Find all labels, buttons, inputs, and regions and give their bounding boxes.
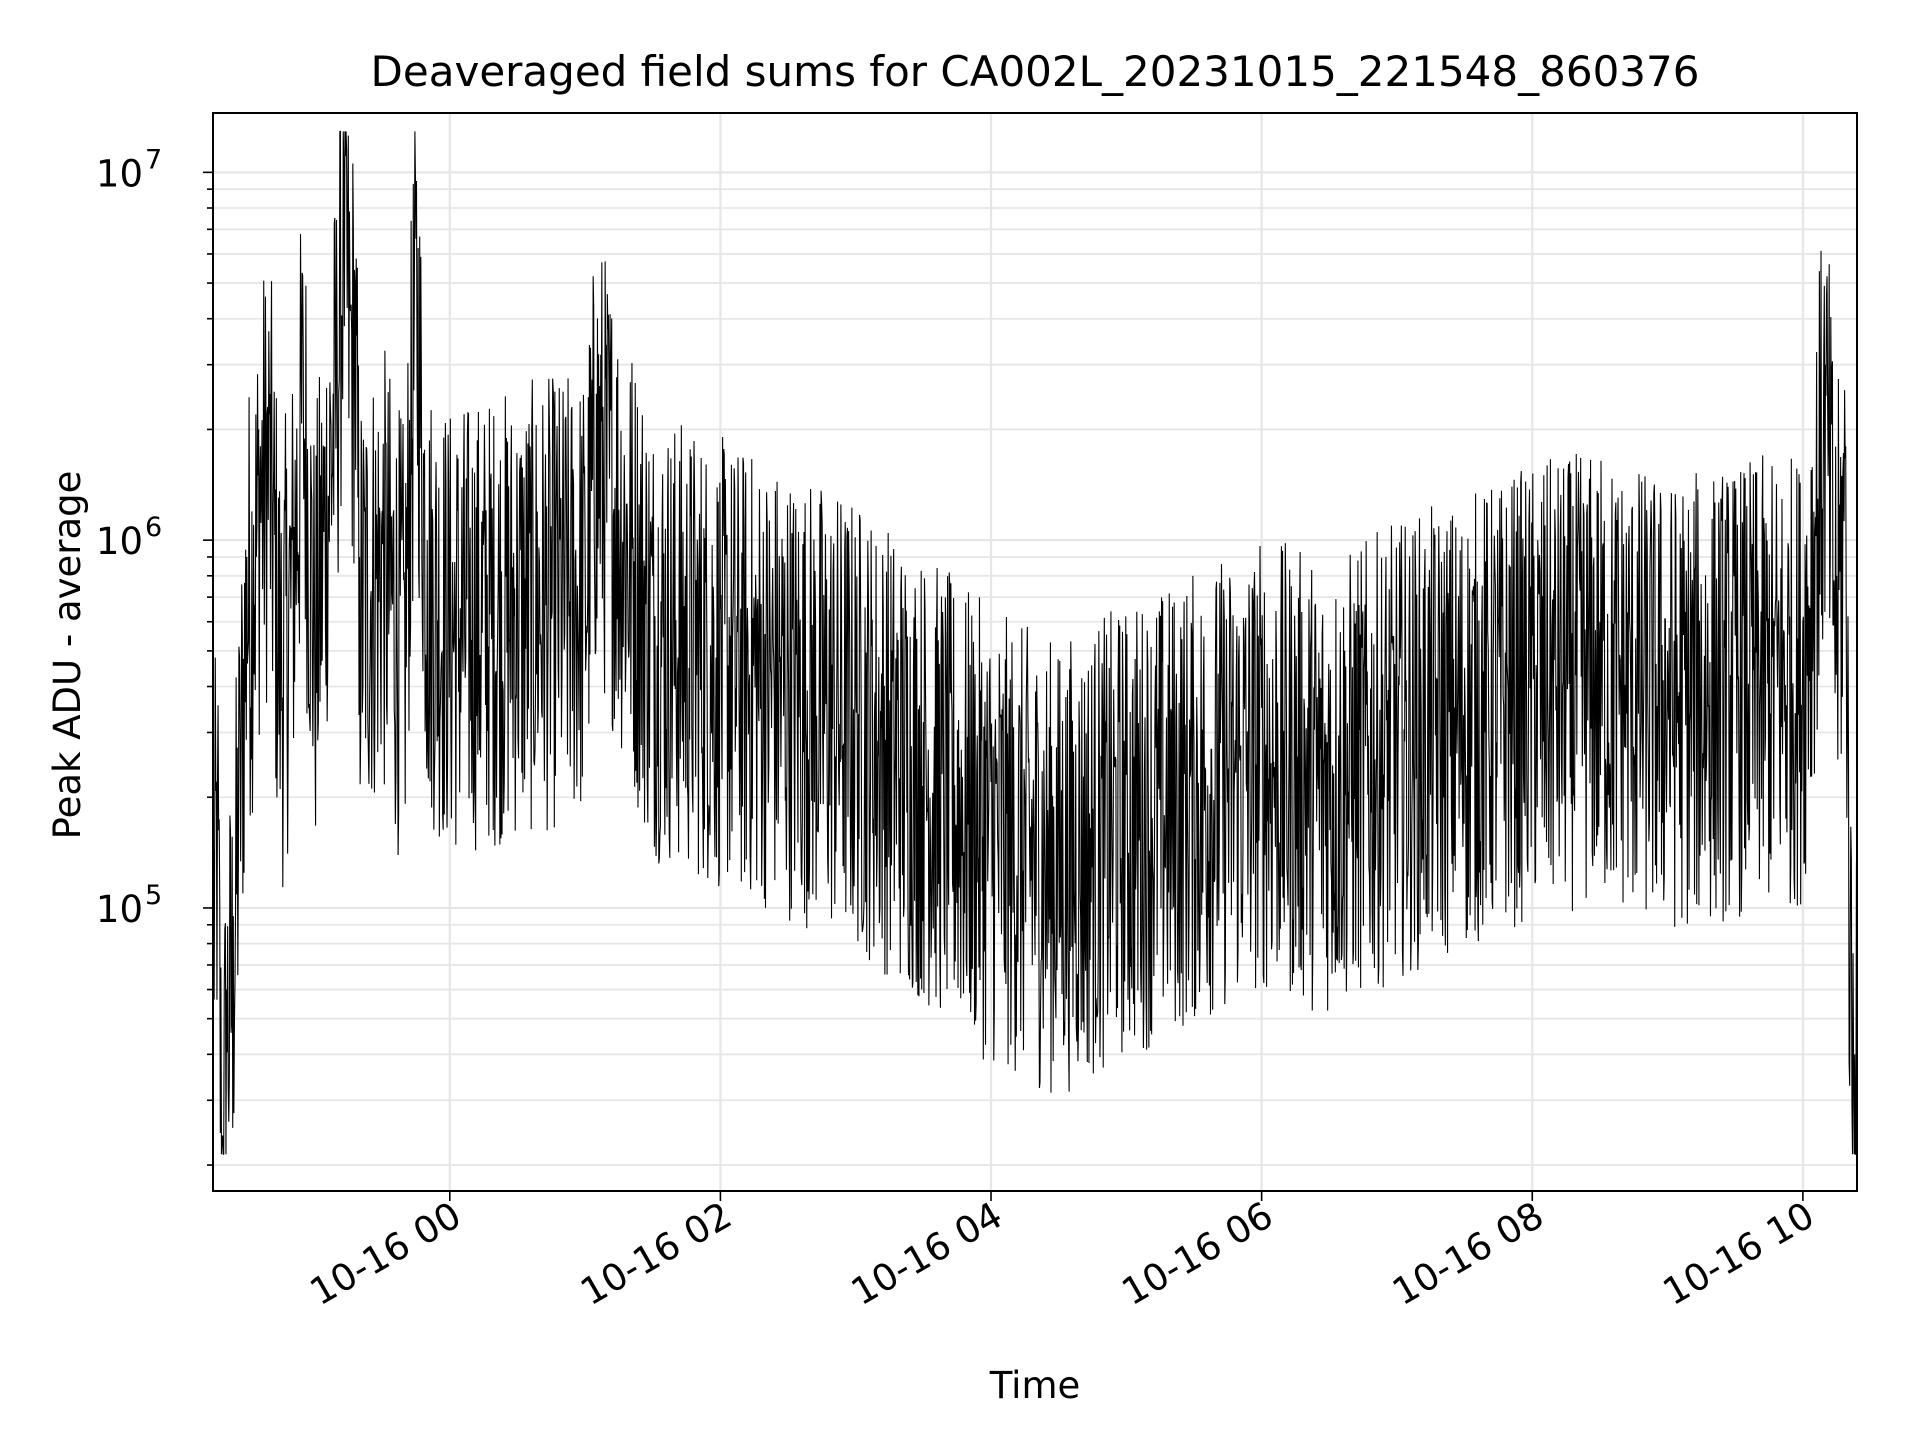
- y-tick-label-exponent: 6: [145, 512, 162, 543]
- y-tick-label-exponent: 7: [145, 144, 162, 175]
- x-axis-label: Time: [989, 1364, 1081, 1407]
- y-tick-label: 10: [96, 888, 143, 931]
- y-axis-label: Peak ADU - average: [46, 471, 89, 840]
- axes: [212, 112, 1858, 1192]
- chart-title: Deaveraged field sums for CA002L_2023101…: [371, 47, 1700, 96]
- series-area: [212, 130, 1858, 1155]
- y-tick-label: 10: [96, 520, 143, 563]
- y-tick-label: 10: [96, 152, 143, 195]
- series-line: [212, 130, 1858, 1155]
- plot-frame: [212, 112, 1858, 1192]
- y-tick-label-exponent: 5: [145, 880, 162, 911]
